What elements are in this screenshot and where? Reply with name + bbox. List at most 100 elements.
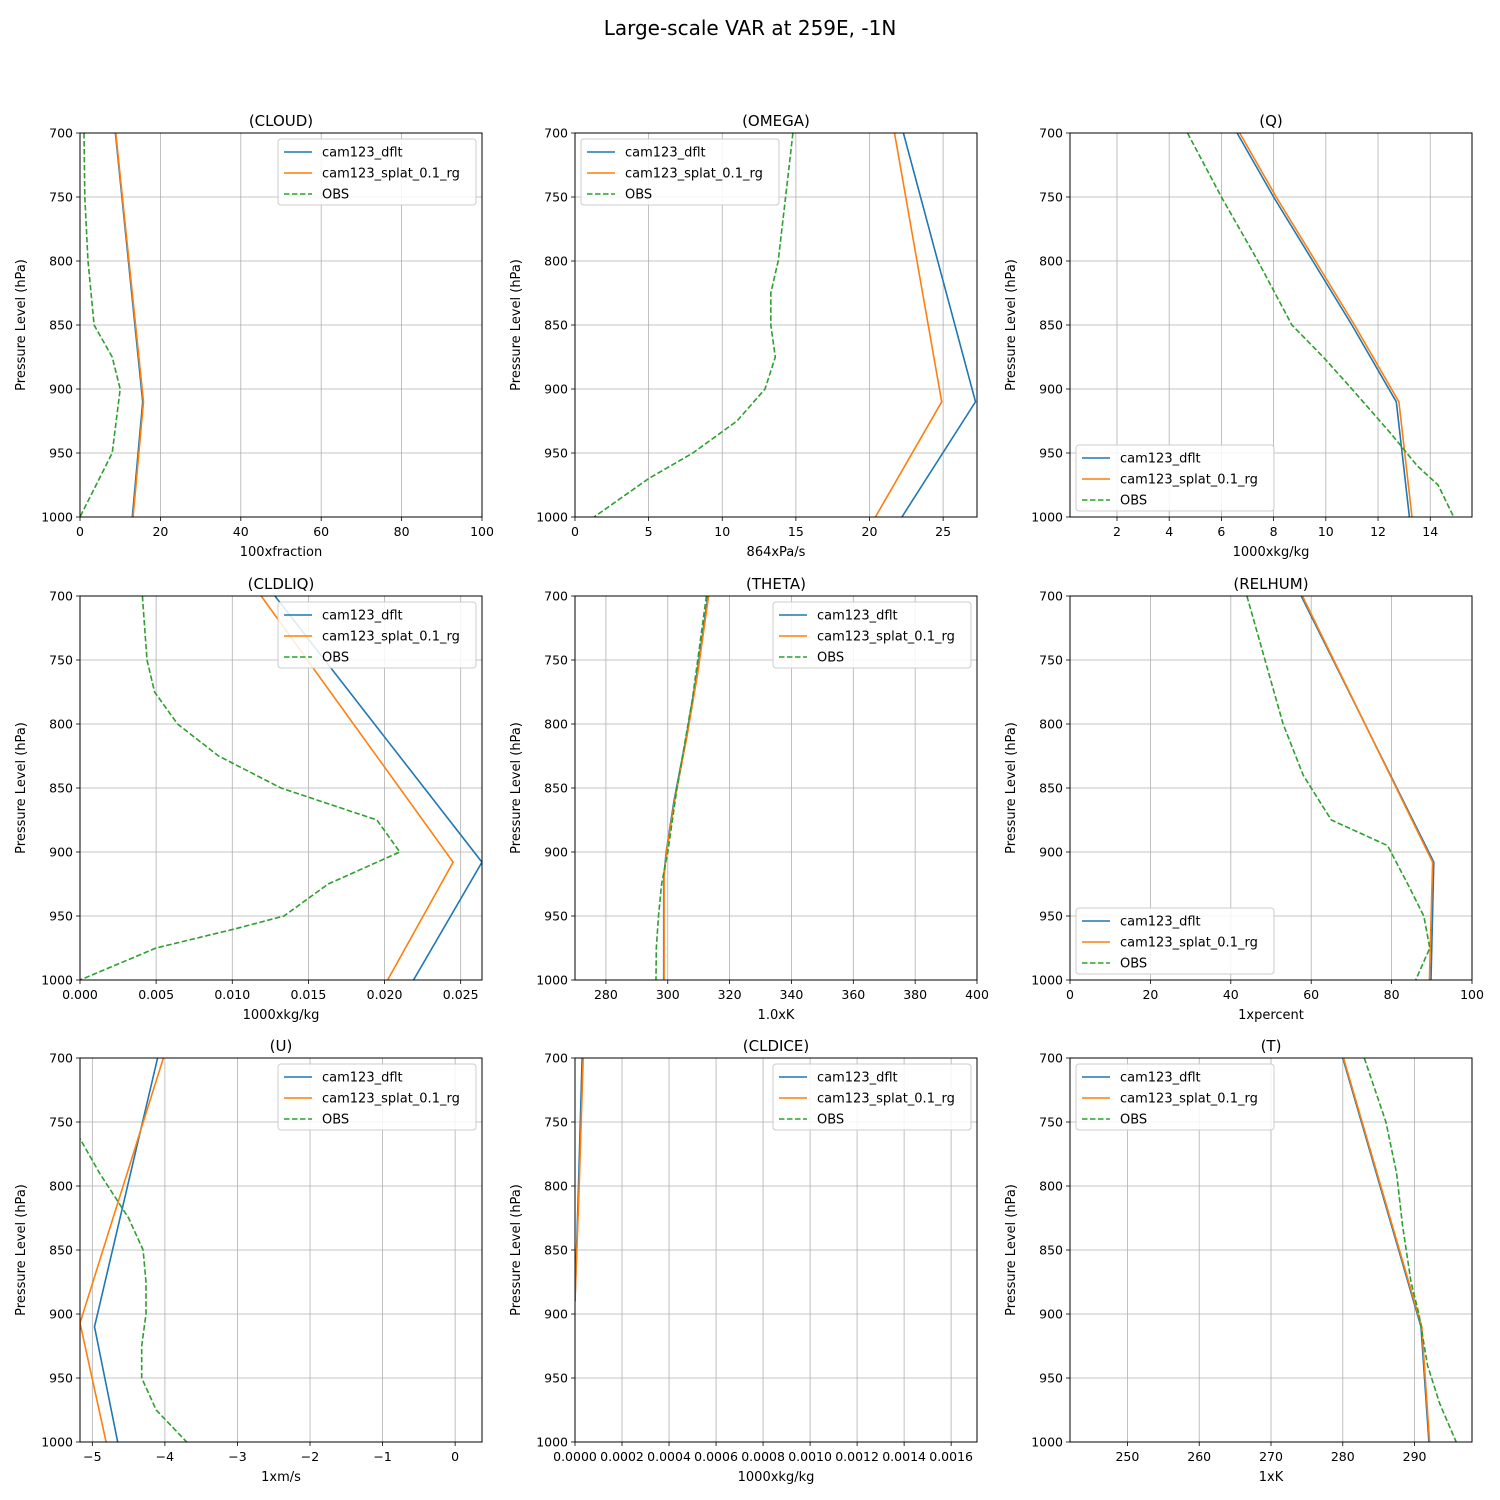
x-tick-label: −2: [301, 1449, 319, 1464]
plot-frame: [79, 132, 483, 518]
series-line-cam123_dflt: [274, 596, 482, 980]
y-tick-label: 850: [49, 318, 73, 333]
plot-frame: [1069, 595, 1473, 981]
subplot-title: (Q): [1259, 112, 1283, 130]
y-tick-label: 900: [49, 1307, 73, 1322]
x-axis-label: 1xK: [1259, 1470, 1284, 1485]
plot-frame: [574, 1057, 978, 1443]
y-tick-label: 750: [1039, 653, 1063, 668]
subplot-q: 2 4 6 8 10 12 14 700 750 800 850 900 950 1000 (Q) 1000x…: [1004, 112, 1473, 560]
legend-label: cam123_dflt: [1120, 1071, 1201, 1086]
legend-label: OBS: [322, 1113, 349, 1128]
subplot-title: (OMEGA): [742, 112, 810, 130]
y-tick-label: 750: [1039, 1115, 1063, 1130]
y-tick-label: 950: [544, 446, 568, 461]
x-tick-label: 0.0014: [882, 1449, 926, 1464]
y-tick-label: 1000: [1031, 973, 1063, 988]
series-line-cam123_splat_0.1_rg: [663, 596, 710, 980]
x-tick-label: 0: [1066, 987, 1074, 1002]
x-tick-label: 5: [645, 524, 653, 539]
y-tick-label: 850: [544, 1243, 568, 1258]
y-tick-label: 950: [1039, 1371, 1063, 1386]
x-tick-label: 20: [862, 524, 878, 539]
plot-frame: [79, 1057, 483, 1443]
x-tick-label: 40: [233, 524, 249, 539]
legend-label: cam123_dflt: [1120, 915, 1201, 930]
y-tick-label: 700: [544, 1051, 568, 1066]
legend-label: cam123_dflt: [322, 609, 403, 624]
y-tick-label: 1000: [1031, 510, 1063, 525]
x-tick-label: 280: [594, 987, 618, 1002]
y-axis-label: Pressure Level (hPa): [14, 1184, 29, 1316]
legend-box: [1075, 1063, 1275, 1131]
legend-label: cam123_splat_0.1_rg: [817, 630, 955, 645]
x-axis-label: 1000xkg/kg: [243, 1008, 320, 1023]
y-tick-label: 900: [544, 382, 568, 397]
legend-label: cam123_splat_0.1_rg: [625, 167, 763, 182]
series-line-OBS: [1186, 133, 1455, 517]
series-line-cam123_splat_0.1_rg: [575, 1058, 584, 1302]
y-tick-label: 850: [49, 781, 73, 796]
x-tick-label: 0.0006: [694, 1449, 738, 1464]
y-tick-label: 750: [544, 1115, 568, 1130]
plot-frame: [1069, 1057, 1473, 1443]
subplot-title: (CLDICE): [743, 1037, 809, 1055]
legend: cam123_dflt cam123_splat_0.1_rg OBS: [277, 1063, 477, 1131]
x-tick-label: 80: [1384, 987, 1400, 1002]
subplot-t: 250 260 270 280 290 700 750 800 850 900 950 1000 (T)…: [1004, 1037, 1473, 1485]
subplot-theta: 280 300 320 340 360 380 400 700 750 800 850 900 950 1…: [509, 575, 989, 1023]
y-tick-label: 900: [49, 382, 73, 397]
y-axis-label: Pressure Level (hPa): [14, 722, 29, 854]
y-tick-label: 900: [544, 845, 568, 860]
legend-label: cam123_splat_0.1_rg: [1120, 473, 1258, 488]
y-axis-label: Pressure Level (hPa): [14, 259, 29, 391]
subplot-cldliq: 0.000 0.005 0.010 0.015 0.020 0.025 700 750 800 8…: [14, 575, 483, 1023]
y-tick-label: 750: [49, 653, 73, 668]
legend-label: cam123_splat_0.1_rg: [1120, 936, 1258, 951]
subplot-cloud: 0 20 40 60 80 100 700 750 800 850 900 950 1000 (CLOUD…: [14, 112, 494, 560]
x-tick-label: 20: [152, 524, 168, 539]
y-tick-label: 950: [49, 1371, 73, 1386]
y-axis-label: Pressure Level (hPa): [1004, 722, 1019, 854]
legend-label: OBS: [1120, 957, 1147, 972]
y-tick-label: 1000: [536, 973, 568, 988]
legend-box: [1075, 444, 1275, 512]
legend: cam123_dflt cam123_splat_0.1_rg OBS: [1075, 1063, 1275, 1131]
y-tick-label: 1000: [1031, 1435, 1063, 1450]
y-tick-label: 800: [544, 1179, 568, 1194]
y-tick-label: 900: [1039, 1307, 1063, 1322]
legend-label: cam123_dflt: [1120, 452, 1201, 467]
y-tick-label: 700: [544, 126, 568, 141]
x-tick-label: 0.015: [291, 987, 327, 1002]
x-tick-label: 0.010: [214, 987, 250, 1002]
legend-box: [277, 1063, 477, 1131]
x-tick-label: 60: [1303, 987, 1319, 1002]
legend-label: cam123_dflt: [817, 1071, 898, 1086]
series-line-OBS: [80, 133, 122, 517]
legend-label: OBS: [322, 651, 349, 666]
legend-box: [772, 1063, 972, 1131]
y-tick-label: 950: [544, 909, 568, 924]
legend: cam123_dflt cam123_splat_0.1_rg OBS: [580, 138, 780, 206]
y-tick-label: 750: [1039, 190, 1063, 205]
subplot-relhum: 0 20 40 60 80 100 700 750 800 850 900 950 1000 (RELHU…: [1004, 575, 1484, 1023]
y-tick-label: 1000: [41, 973, 73, 988]
x-tick-label: 360: [841, 987, 865, 1002]
x-tick-label: 4: [1165, 524, 1173, 539]
subplot-title: (U): [270, 1037, 293, 1055]
series-line-cam123_dflt: [901, 133, 977, 517]
subplot-title: (T): [1261, 1037, 1282, 1055]
series-line-cam123_dflt: [93, 1058, 159, 1442]
y-tick-label: 950: [49, 909, 73, 924]
x-tick-label: 0.0010: [788, 1449, 832, 1464]
x-tick-label: 260: [1187, 1449, 1211, 1464]
y-tick-label: 750: [49, 190, 73, 205]
y-tick-label: 850: [544, 318, 568, 333]
x-axis-label: 1xpercent: [1238, 1008, 1304, 1023]
x-tick-label: 100: [470, 524, 494, 539]
legend: cam123_dflt cam123_splat_0.1_rg OBS: [772, 1063, 972, 1131]
x-tick-label: 0.005: [138, 987, 174, 1002]
x-tick-label: 250: [1115, 1449, 1139, 1464]
y-tick-label: 850: [1039, 318, 1063, 333]
subplot-u: −5 −4 −3 −2 −1 0 700 750 800 850 900 950 1000 (U) 1xm/…: [14, 1037, 483, 1485]
